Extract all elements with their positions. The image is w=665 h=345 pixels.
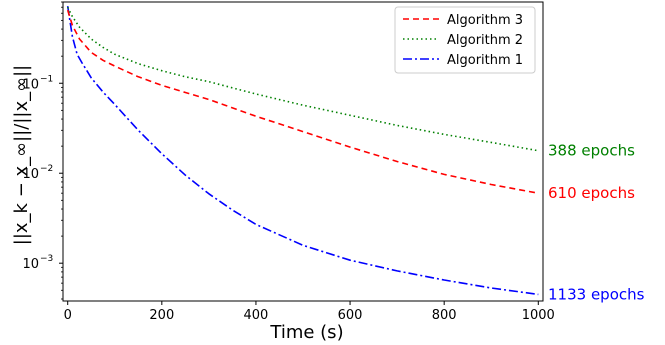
epoch-annotation: 1133 epochs — [548, 285, 645, 303]
y-tick-exponent: −3 — [40, 254, 53, 264]
x-tick-label: 800 — [432, 308, 457, 323]
y-axis-label: ||x_k − x_∞||/||x_∞|| — [11, 65, 32, 245]
x-tick-label: 600 — [338, 308, 363, 323]
x-tick-label: 0 — [64, 308, 72, 323]
y-tick-base: 10 — [22, 167, 39, 182]
epoch-annotation: 610 epochs — [548, 184, 635, 202]
x-tick-label: 200 — [149, 308, 174, 323]
y-tick-exponent: −2 — [40, 164, 53, 174]
x-axis-label: Time (s) — [269, 322, 343, 343]
epoch-annotation: 388 epochs — [548, 142, 635, 160]
y-axis-ticks: 10−110−210−3 — [22, 74, 63, 272]
y-tick-base: 10 — [22, 77, 39, 92]
legend-label: Algorithm 2 — [447, 33, 523, 48]
y-axis-minor-ticks — [61, 1, 63, 300]
y-tick-exponent: −1 — [40, 74, 53, 84]
y-tick-label: 10 — [22, 77, 39, 92]
legend: Algorithm 3 Algorithm 2 Algorithm 1 — [394, 6, 536, 74]
epoch-annotations: 610 epochs 388 epochs 1133 epochs — [548, 142, 645, 304]
x-tick-label: 1000 — [522, 308, 555, 323]
series-line-algorithm-3 — [66, 9, 539, 194]
series-lines — [66, 5, 539, 296]
legend-label: Algorithm 1 — [447, 53, 523, 68]
x-tick-label: 400 — [244, 308, 269, 323]
legend-label: Algorithm 3 — [447, 13, 523, 28]
legend-box — [394, 6, 536, 74]
y-tick-base: 10 — [22, 257, 39, 272]
series-line-algorithm-1 — [66, 5, 539, 296]
x-axis-ticks: 0 200 400 600 800 1000 — [64, 301, 555, 323]
y-tick-label: 10 — [22, 257, 39, 272]
plot-area-frame — [62, 1, 544, 302]
y-tick-label: 10 — [22, 167, 39, 182]
